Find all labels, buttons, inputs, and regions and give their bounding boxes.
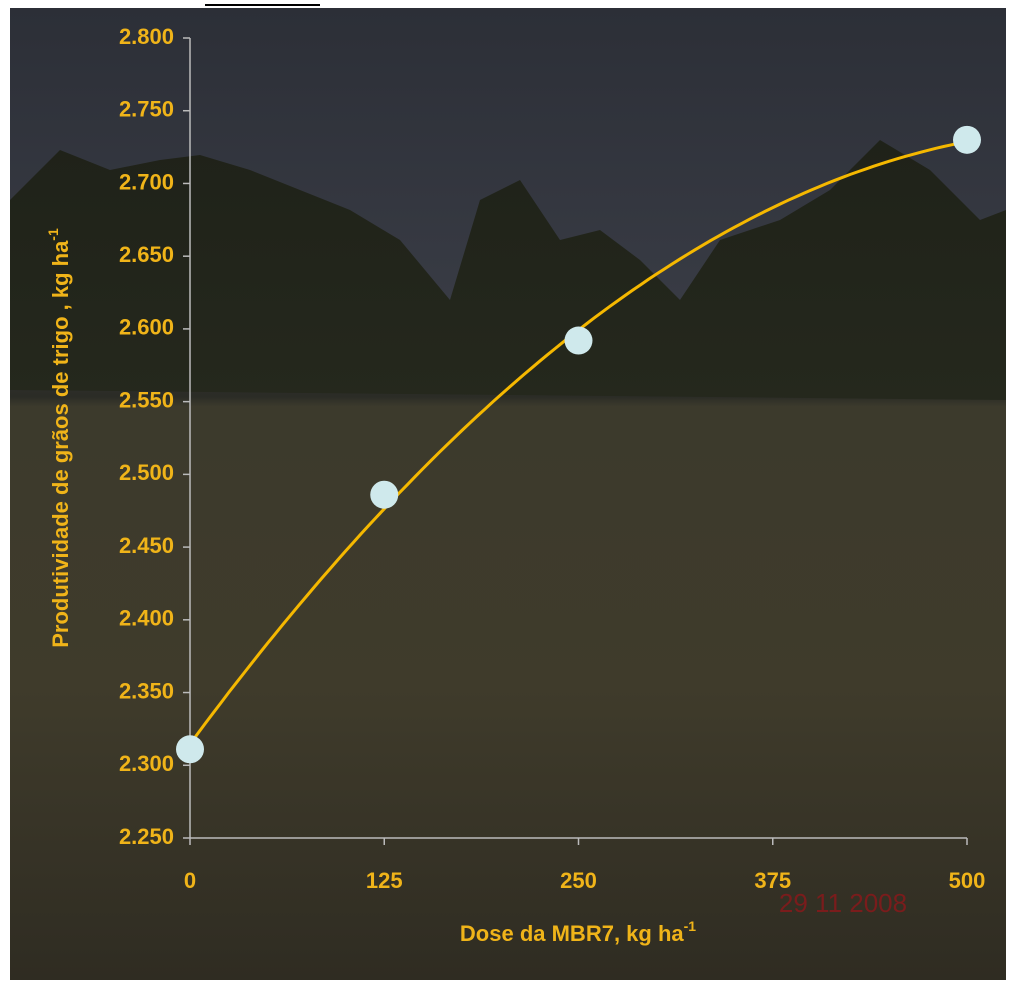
y-tick-label: 2.650 [119, 242, 174, 267]
y-tick-label: 2.300 [119, 751, 174, 776]
y-tick-label: 2.350 [119, 678, 174, 703]
point [176, 735, 204, 763]
y-tick-label: 2.400 [119, 606, 174, 631]
point [953, 126, 981, 154]
y-tick-label: 2.600 [119, 315, 174, 340]
x-tick-label: 500 [949, 868, 986, 893]
chart: 29 11 2008 Dose da MBR7, kg ha-1 Produti… [0, 0, 1009, 984]
x-tick-label: 0 [184, 868, 196, 893]
y-tick-label: 2.550 [119, 387, 174, 412]
y-axis-title: Produtividade de grãos de trigo , kg ha-… [45, 228, 73, 648]
point [370, 481, 398, 509]
y-tick-label: 2.450 [119, 533, 174, 558]
y-axis-title-text: Produtividade de grãos de trigo , kg ha [48, 240, 73, 648]
y-tick-label: 2.250 [119, 824, 174, 849]
point [565, 327, 593, 355]
date-stamp: 29 11 2008 [779, 888, 907, 918]
x-tick-label: 250 [560, 868, 597, 893]
y-tick-label: 2.700 [119, 169, 174, 194]
x-axis-title: Dose da MBR7, kg ha-1 [460, 918, 696, 946]
x-tick-label: 125 [366, 868, 403, 893]
y-tick-label: 2.750 [119, 97, 174, 122]
x-axis-title-sup: -1 [684, 918, 697, 934]
y-tick-label: 2.500 [119, 460, 174, 485]
x-axis-title-text: Dose da MBR7, kg ha [460, 921, 684, 946]
y-tick-label: 2.800 [119, 24, 174, 49]
page: 29 11 2008 Dose da MBR7, kg ha-1 Produti… [0, 0, 1009, 984]
y-axis-title-sup: -1 [45, 228, 61, 241]
x-tick-label: 375 [754, 868, 791, 893]
